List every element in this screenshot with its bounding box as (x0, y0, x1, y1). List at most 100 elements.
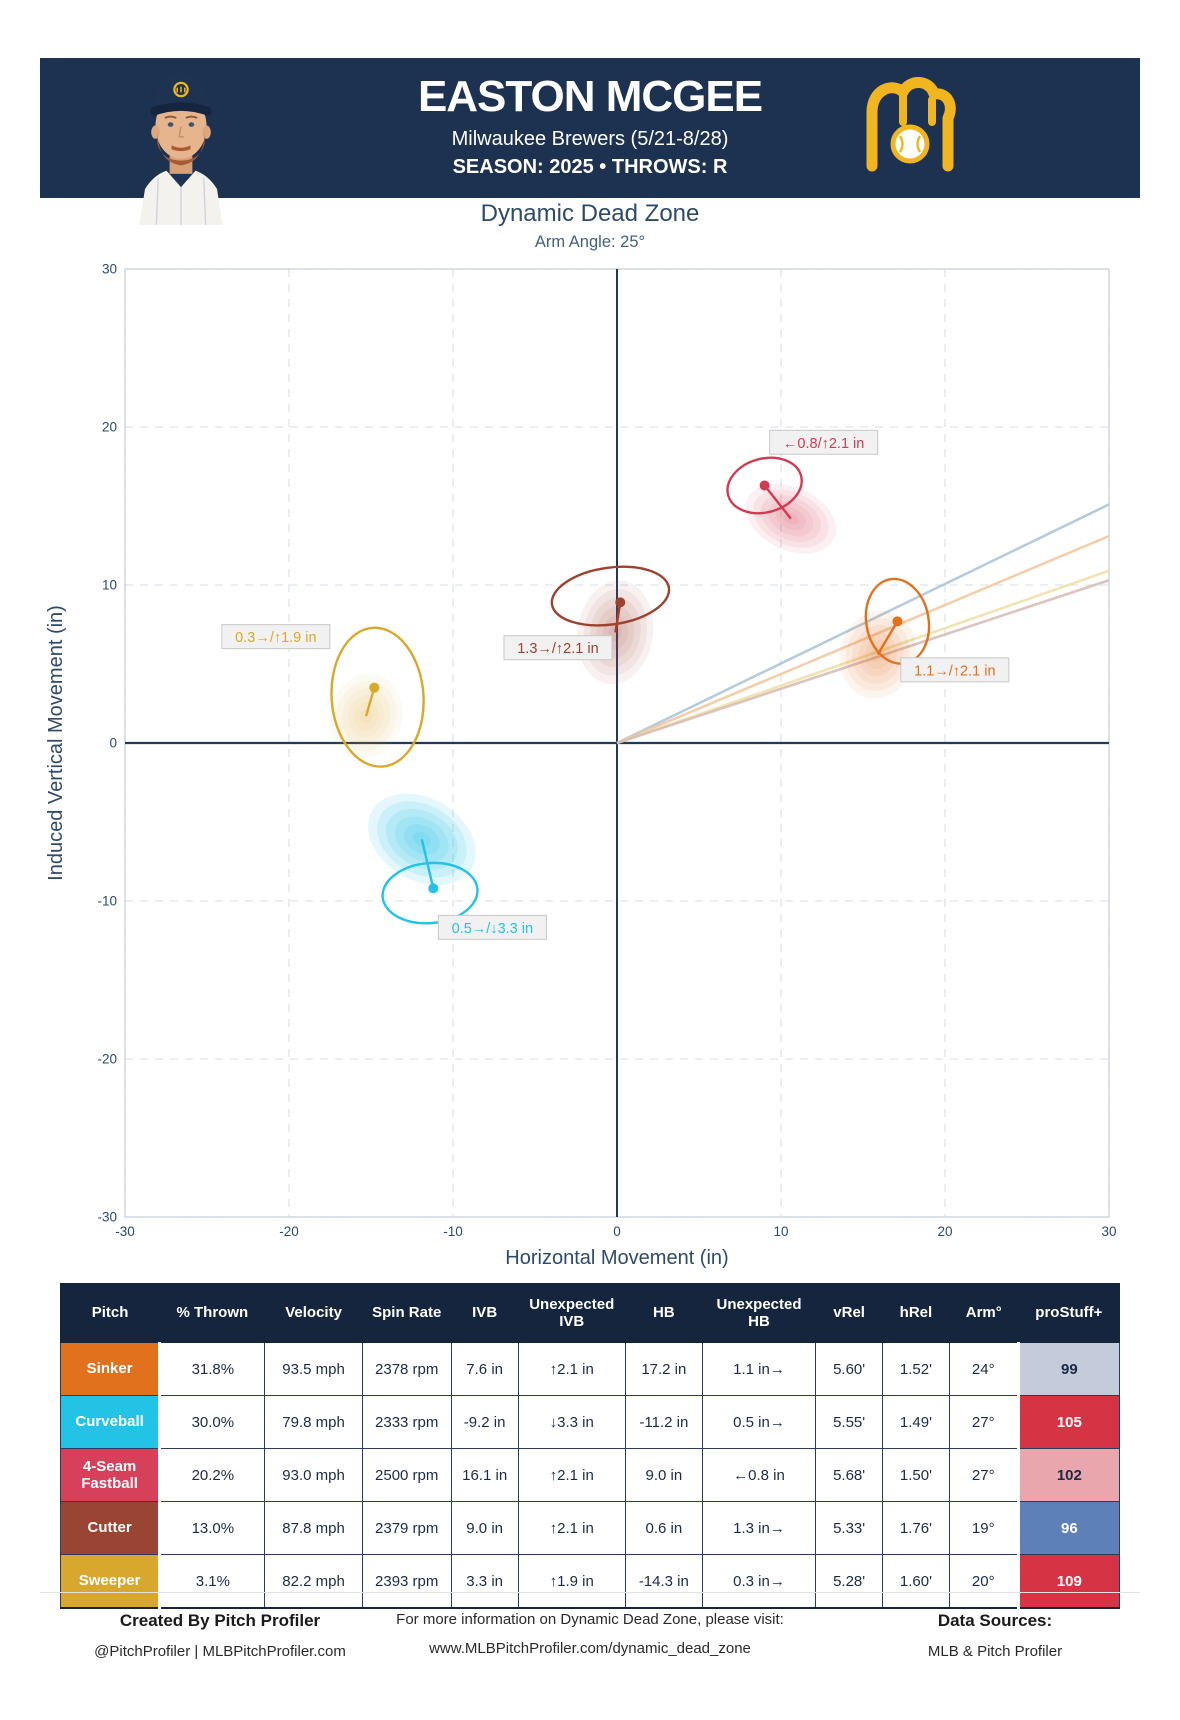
col-header-hrel: hRel (882, 1283, 950, 1343)
cell: 3.3 in (450, 1554, 519, 1609)
cell: -9.2 in (450, 1395, 519, 1449)
cell: 2379 rpm (361, 1501, 452, 1555)
cell: -11.2 in (624, 1395, 703, 1449)
player-photo (139, 73, 223, 225)
fan-line-orange (616, 534, 1110, 745)
cell: 13.0% (159, 1501, 266, 1555)
y-tick-label: -30 (97, 1210, 117, 1225)
connector-line (876, 620, 899, 656)
dead-zone-ellipse (550, 565, 671, 627)
col-header-ivb: IVB (450, 1283, 519, 1343)
x-axis-title: Horizontal Movement (in) (505, 1247, 728, 1269)
cell: 5.33' (815, 1501, 884, 1555)
cell: 0.5 in→ (701, 1395, 817, 1449)
cell: 79.8 mph (264, 1395, 363, 1449)
pitch-dot (428, 883, 439, 894)
cell: 19° (948, 1501, 1019, 1555)
cell: 31.8% (159, 1342, 266, 1396)
y-tick-label: -10 (97, 894, 117, 909)
table-header-row: Pitch % Thrown Velocity Spin Rate IVB Un… (59, 1283, 1121, 1343)
col-header-vrel: vRel (815, 1283, 884, 1343)
cell: 5.68' (815, 1448, 884, 1502)
dead-zone-ellipse (381, 861, 479, 925)
dead-zone-ellipse (726, 456, 803, 515)
annotation-text: 0.3→/↑1.9 in (235, 630, 316, 646)
table-row: Sinker 31.8% 93.5 mph 2378 rpm 7.6 in ↑2… (59, 1342, 1121, 1396)
annotation-box (221, 624, 331, 650)
cell: 27° (948, 1448, 1019, 1502)
team-logo-brewers: ® (866, 77, 960, 180)
density-layer (839, 610, 916, 699)
cell: ←0.8 in (701, 1448, 817, 1502)
chart-subtitle: Arm Angle: 25° (534, 233, 646, 251)
table-row: 4-Seam Fastball 20.2% 93.0 mph 2500 rpm … (59, 1448, 1121, 1502)
pitch-sinker: 1.1→/↑2.1 in (839, 577, 1010, 699)
cell: 93.0 mph (264, 1448, 363, 1502)
table-row: Cutter 13.0% 87.8 mph 2379 rpm 9.0 in ↑2… (59, 1501, 1121, 1555)
cell: 5.28' (815, 1554, 884, 1609)
cell: 24° (948, 1342, 1019, 1396)
pitch-label-cell: Curveball (59, 1395, 162, 1449)
connector-line (763, 484, 792, 520)
cell: ↑2.1 in (517, 1501, 626, 1555)
density-layer (394, 816, 449, 863)
prostuff-cell: 96 (1016, 1501, 1121, 1555)
footer-sources-title: Data Sources: (937, 1611, 1053, 1630)
cell: ↑1.9 in (517, 1554, 626, 1609)
footer-info-block: For more information on Dynamic Dead Zon… (360, 1611, 820, 1669)
footer-created-block: Created By Pitch Profiler @PitchProfiler… (60, 1611, 380, 1672)
fan-line-yellow (616, 569, 1110, 745)
header-banner (40, 58, 1140, 198)
y-axis-title: Induced Vertical Movement (in) (45, 605, 67, 881)
pitch-dot (759, 480, 770, 491)
pitch-label-cell: Sweeper (59, 1554, 162, 1609)
x-tick-label: 20 (937, 1224, 952, 1239)
footer-created-handle: @PitchProfiler | MLBPitchProfiler.com (94, 1643, 346, 1660)
cell: 1.60' (882, 1554, 950, 1609)
annotation-box (769, 429, 879, 455)
footer-info-url: www.MLBPitchProfiler.com/dynamic_dead_zo… (429, 1640, 751, 1657)
cell: 0.3 in→ (701, 1554, 817, 1609)
cell: 2500 rpm (361, 1448, 452, 1502)
y-tick-label: 10 (102, 578, 117, 593)
cell: ↑2.1 in (517, 1342, 626, 1396)
cell: 17.2 in (624, 1342, 703, 1396)
player-name: EASTON MCGEE (417, 72, 763, 121)
pitch-dot (615, 597, 626, 608)
pitch-label-cell: 4-Seam Fastball (59, 1448, 162, 1502)
cell: 1.52' (882, 1342, 950, 1396)
x-tick-label: 0 (613, 1224, 621, 1239)
cell: 16.1 in (450, 1448, 519, 1502)
cell: 1.76' (882, 1501, 950, 1555)
pitch-4-seam-fastball: ←0.8/↑2.1 in (726, 429, 879, 554)
col-header-spinrate: Spin Rate (361, 1283, 452, 1343)
cell: -14.3 in (624, 1554, 703, 1609)
prostuff-cell: 109 (1016, 1554, 1121, 1609)
cell: 7.6 in (450, 1342, 519, 1396)
cell: 93.5 mph (264, 1342, 363, 1396)
prostuff-cell: 105 (1016, 1395, 1121, 1449)
cell: 30.0% (159, 1395, 266, 1449)
col-header-unexpected-hb: Unexpected HB (701, 1283, 817, 1343)
col-header-hb: HB (624, 1283, 703, 1343)
cell: 1.49' (882, 1395, 950, 1449)
pitch-label-cell: Cutter (59, 1501, 162, 1555)
cell: 0.6 in (624, 1501, 703, 1555)
annotation-text: 1.3→/↑2.1 in (517, 641, 598, 657)
cell: 9.0 in (624, 1448, 703, 1502)
col-header-pitch: Pitch (59, 1283, 161, 1343)
x-tick-label: 10 (773, 1224, 788, 1239)
season-throws-line: SEASON: 2025 • THROWS: R (452, 156, 728, 178)
cell: 87.8 mph (264, 1501, 363, 1555)
pitch-sweeper: 0.3→/↑1.9 in (221, 624, 425, 768)
annotation-box (503, 635, 613, 661)
y-tick-label: -20 (97, 1052, 117, 1067)
y-tick-label: 30 (102, 262, 117, 277)
col-header-thrown: % Thrown (159, 1283, 266, 1343)
density-layer (335, 680, 397, 752)
density-layer (858, 632, 897, 677)
footer-sources-block: Data Sources: MLB & Pitch Profiler (860, 1611, 1130, 1672)
cell: 2378 rpm (361, 1342, 452, 1396)
movement-chart: 1.1→/↑2.1 in 0.5→/↓3.3 in ←0.8/↑2.1 in 1.3→… (45, 262, 1117, 1270)
